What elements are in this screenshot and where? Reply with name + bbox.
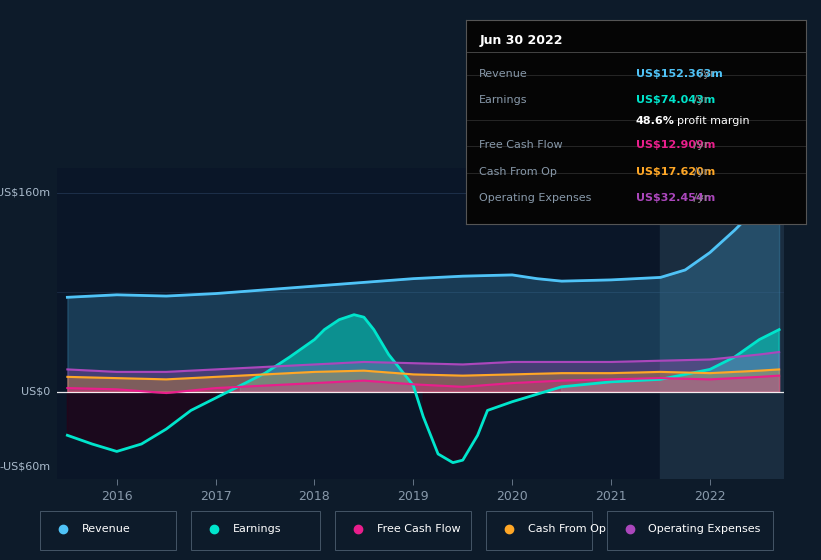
- Text: /yr: /yr: [690, 167, 709, 177]
- Text: Revenue: Revenue: [82, 524, 131, 534]
- Text: US$160m: US$160m: [0, 188, 50, 198]
- Text: /yr: /yr: [690, 95, 709, 105]
- Text: -US$60m: -US$60m: [0, 461, 50, 472]
- Text: Operating Expenses: Operating Expenses: [479, 193, 591, 203]
- Text: Free Cash Flow: Free Cash Flow: [479, 140, 562, 150]
- Text: profit margin: profit margin: [677, 116, 750, 125]
- Text: 48.6%: 48.6%: [635, 116, 675, 125]
- Text: US$12.909m: US$12.909m: [635, 140, 715, 150]
- Text: US$17.620m: US$17.620m: [635, 167, 715, 177]
- Text: Cash From Op: Cash From Op: [528, 524, 605, 534]
- Text: /yr: /yr: [690, 140, 709, 150]
- Text: US$32.454m: US$32.454m: [635, 193, 715, 203]
- Text: Jun 30 2022: Jun 30 2022: [479, 34, 562, 47]
- Text: Revenue: Revenue: [479, 69, 528, 78]
- Text: Cash From Op: Cash From Op: [479, 167, 557, 177]
- Text: /yr: /yr: [690, 193, 709, 203]
- Text: Operating Expenses: Operating Expenses: [649, 524, 761, 534]
- Text: US$0: US$0: [21, 387, 50, 397]
- Bar: [660, 168, 821, 479]
- Text: Earnings: Earnings: [479, 95, 528, 105]
- Text: Earnings: Earnings: [233, 524, 282, 534]
- Text: US$74.043m: US$74.043m: [635, 95, 715, 105]
- Text: US$152.363m: US$152.363m: [635, 69, 722, 78]
- Text: /yr: /yr: [696, 69, 714, 78]
- Text: Free Cash Flow: Free Cash Flow: [377, 524, 460, 534]
